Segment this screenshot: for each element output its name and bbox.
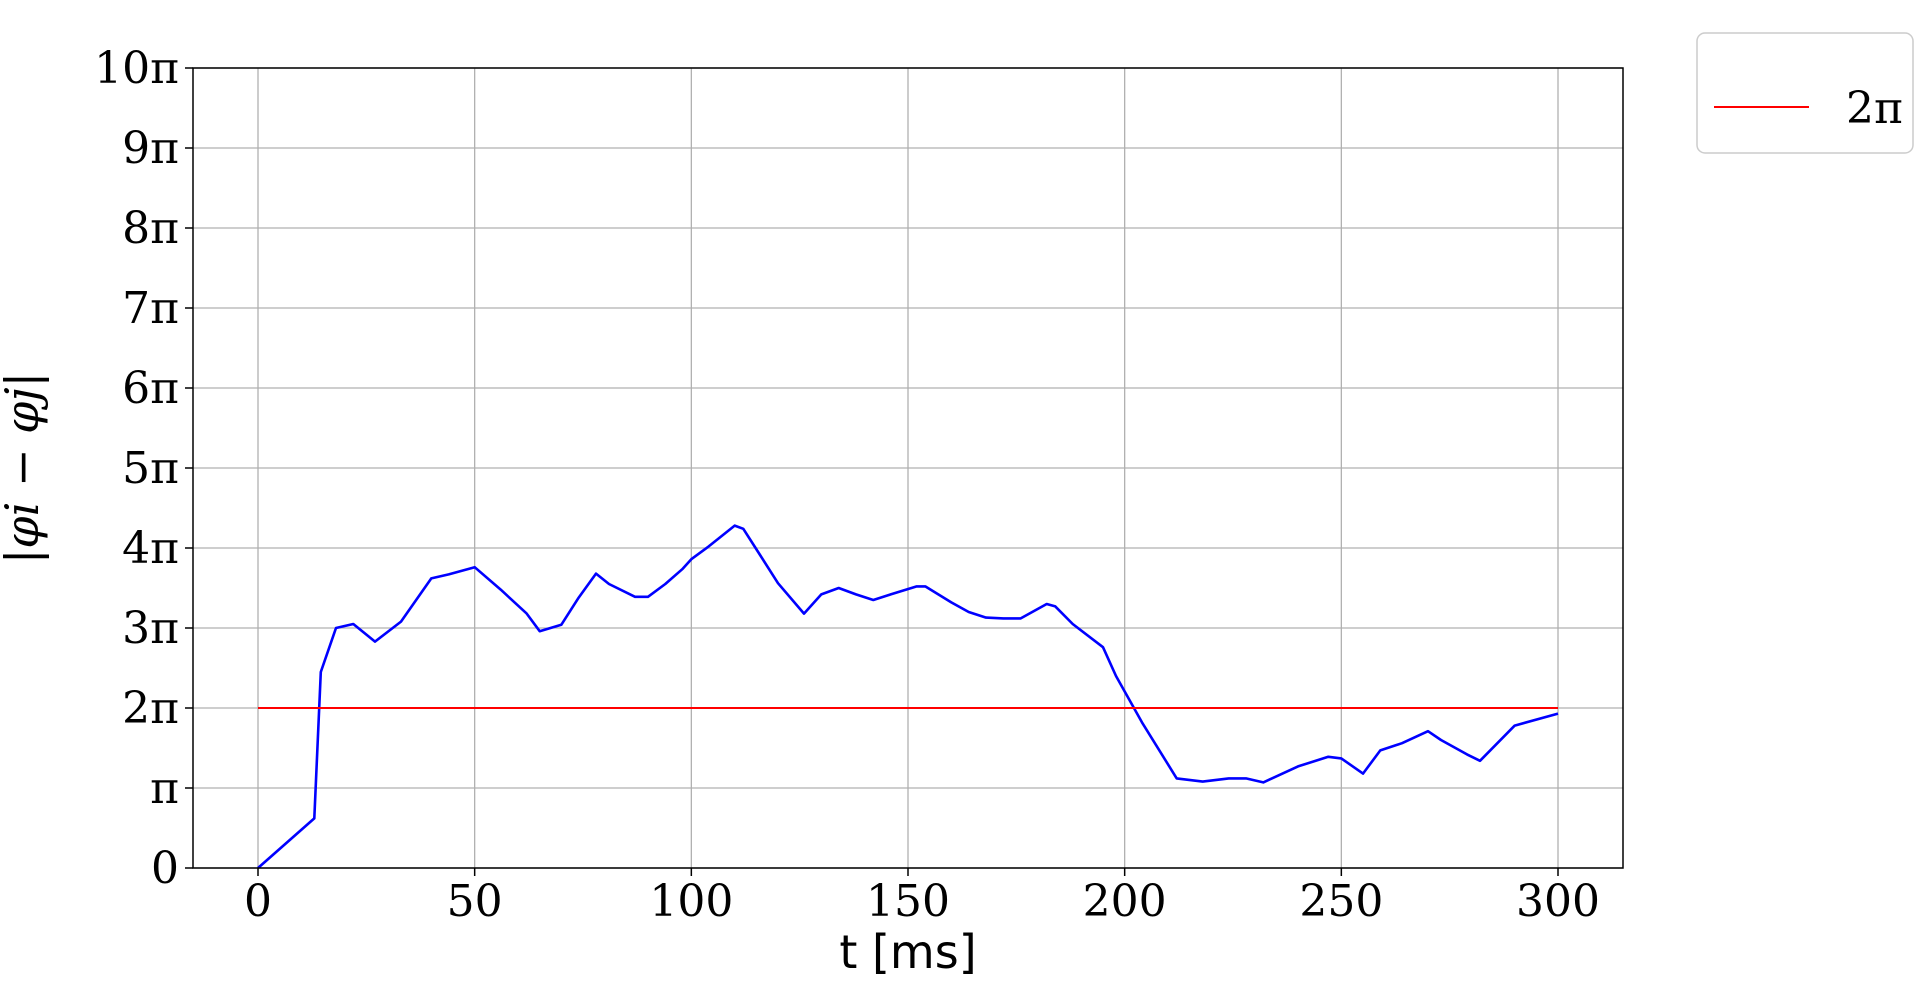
x-axis-label: t [ms] <box>839 925 976 979</box>
x-tick-label: 300 <box>1516 876 1600 927</box>
y-tick-label: π <box>150 763 179 814</box>
x-tick-label: 250 <box>1299 876 1383 927</box>
x-tick-label: 150 <box>866 876 950 927</box>
y-tick-label: 5π <box>122 443 179 494</box>
x-tick-label: 50 <box>447 876 503 927</box>
series-line-phase-difference <box>257 524 1559 869</box>
y-tick-label: 2π <box>122 683 179 734</box>
y-tick-label: 8π <box>122 203 179 254</box>
y-tick-label: 0 <box>151 843 179 894</box>
x-tick-label: 200 <box>1083 876 1167 927</box>
y-tick-label: 3π <box>122 603 179 654</box>
y-tick-label: 7π <box>122 283 179 334</box>
y-axis-label: |φi − φj| <box>0 372 49 564</box>
y-tick-label: 9π <box>122 123 179 174</box>
y-axis: 0 π 2π 3π 4π 5π 6π 7π 8π 9π 10π <box>94 43 193 894</box>
legend-label-2pi: 2π <box>1846 83 1903 134</box>
y-tick-label: 4π <box>122 523 179 574</box>
y-tick-label: 6π <box>122 363 179 414</box>
series-layer <box>257 524 1559 869</box>
x-axis: 0 50 100 150 200 250 300 <box>244 868 1600 927</box>
y-tick-label: 10π <box>94 43 179 94</box>
legend: 2π <box>1696 32 1914 154</box>
legend-box <box>1696 32 1914 154</box>
x-tick-label: 0 <box>244 876 272 927</box>
x-tick-label: 100 <box>649 876 733 927</box>
